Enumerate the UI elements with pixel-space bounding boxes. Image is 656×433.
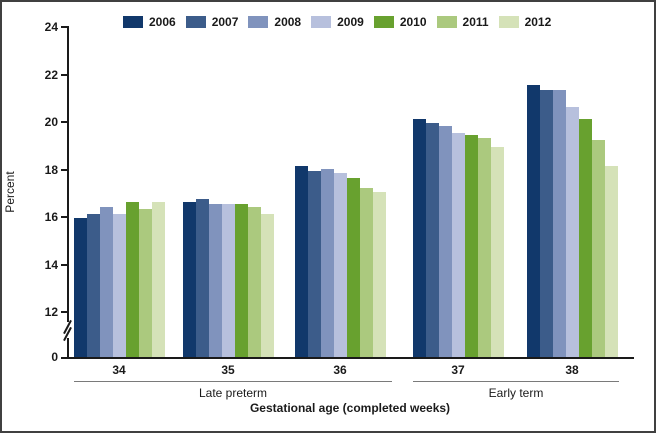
bar-37wk-2012 [490,147,504,357]
bar-37wk-2006 [412,118,426,357]
x-tick-label-38: 38 [565,363,579,377]
bar-36wk-2006 [294,166,308,357]
bar-38wk-2008 [552,90,566,357]
y-tick-label-18: 18 [44,162,58,177]
bar-34wk-2011 [138,208,152,357]
bracket-label-early-term: Early term [488,386,544,400]
x-tick-label-36: 36 [333,363,347,377]
y-tick-label-14: 14 [44,257,58,272]
legend-label-2007: 2007 [211,15,239,29]
y-tick-label-20: 20 [44,115,58,129]
bar-35wk-2008 [208,204,222,357]
y-tick-label-16: 16 [44,210,58,224]
bar-34wk-2010 [125,201,139,357]
bar-36wk-2007 [307,170,321,357]
legend-item-2011: 2011 [436,15,489,29]
legend-swatch-2008 [248,16,269,28]
bar-38wk-2012 [604,166,618,357]
legend-label-2009: 2009 [337,15,364,29]
bar-38wk-2007 [539,90,553,357]
legend-item-2007: 2007 [185,15,239,29]
y-tick-0 [61,357,67,359]
y-tick-20 [61,121,67,123]
bar-35wk-2006 [182,201,196,357]
legend-label-2010: 2010 [399,15,427,29]
legend-item-2009: 2009 [311,15,364,29]
bar-38wk-2010 [578,118,592,357]
y-tick-22 [61,73,67,76]
y-tick-24 [61,26,67,28]
bar-35wk-2007 [195,199,209,357]
y-tick-label-22: 22 [44,67,58,82]
bar-38wk-2011 [591,140,605,357]
legend-label-2011: 2011 [462,15,489,29]
legend-swatch-2010 [373,16,394,28]
x-tick-label-37: 37 [451,363,465,377]
legend-swatch-2007 [185,16,206,28]
bar-36wk-2011 [359,187,373,357]
bar-35wk-2012 [260,213,274,357]
bar-37wk-2010 [464,135,478,357]
chart-legend: 2006 2007 2008 2009 2010 2011 2012 [123,15,561,29]
x-tick-label-34: 34 [112,363,126,377]
legend-item-2010: 2010 [373,15,427,29]
bar-37wk-2008 [438,125,452,357]
legend-label-2012: 2012 [524,15,552,29]
y-tick-12 [61,311,67,313]
bar-34wk-2008 [99,206,113,357]
bar-35wk-2011 [247,206,261,357]
legend-swatch-2012 [498,16,519,28]
bar-34wk-2012 [151,201,165,357]
legend-label-2006: 2006 [149,15,176,29]
y-tick-label-0: 0 [51,350,58,364]
bar-34wk-2007 [86,213,100,357]
x-tick-label-35: 35 [221,363,235,377]
bar-35wk-2010 [234,204,248,357]
bar-35wk-2009 [221,204,235,357]
bar-37wk-2011 [477,137,491,357]
y-tick-14 [61,263,67,266]
bar-37wk-2007 [425,123,439,357]
bar-34wk-2009 [112,213,126,357]
bar-38wk-2006 [526,85,540,357]
y-axis-line [67,26,69,359]
bracket-line-late-preterm [74,381,392,382]
y-tick-16 [61,216,67,218]
bar-37wk-2009 [451,132,465,357]
bar-34wk-2006 [73,218,87,357]
bar-38wk-2009 [565,106,579,357]
bracket-label-late-preterm: Late preterm [198,386,268,400]
y-tick-18 [61,168,67,171]
y-tick-label-12: 12 [44,305,58,319]
bar-36wk-2012 [372,192,386,357]
bar-36wk-2010 [346,178,360,357]
legend-item-2006: 2006 [123,15,176,29]
legend-swatch-2011 [436,16,457,28]
bar-36wk-2009 [333,173,347,357]
legend-swatch-2006 [123,16,143,28]
legend-item-2012: 2012 [498,15,552,29]
y-axis-label: Percent [3,171,17,213]
bar-36wk-2008 [320,168,334,357]
legend-item-2008: 2008 [248,15,301,29]
legend-swatch-2009 [311,16,332,28]
x-axis-title: Gestational age (completed weeks) [249,401,451,415]
bracket-line-early-term [413,381,619,382]
legend-label-2008: 2008 [274,15,302,29]
y-tick-label-24: 24 [44,20,58,34]
x-axis-line [67,357,634,359]
